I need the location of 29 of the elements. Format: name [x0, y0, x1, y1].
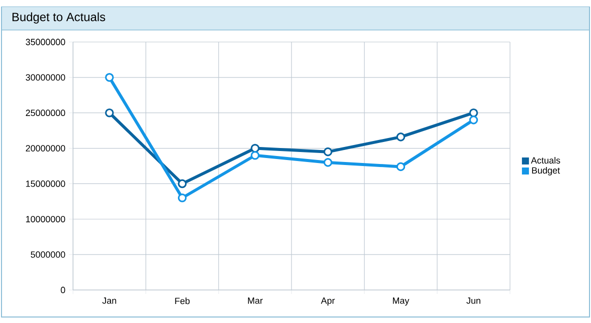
x-tick-label: Apr: [320, 298, 335, 306]
y-tick-label: 15000000: [26, 180, 66, 187]
y-tick-label: 30000000: [26, 74, 66, 81]
point: [324, 158, 332, 167]
legend-label: Actuals: [530, 156, 560, 164]
point: [250, 150, 260, 160]
point: [324, 147, 332, 156]
x-tick-label: Mar: [248, 298, 263, 304]
x-tick-label: May: [392, 298, 410, 306]
y-tick-label: 20000000: [26, 145, 66, 152]
x-tick-label: Jan: [102, 298, 116, 304]
y-tick-label: 10000000: [26, 216, 66, 222]
point: [178, 179, 187, 188]
point: [105, 108, 114, 118]
x-tick-label: Feb: [175, 298, 190, 304]
y-tick-label: 35000000: [26, 38, 66, 46]
y-tick-label: 5000000: [30, 251, 66, 258]
point: [396, 162, 406, 172]
point: [105, 73, 114, 82]
point: [178, 193, 187, 202]
point: [396, 132, 406, 142]
y-tick-label: 25000000: [26, 110, 66, 116]
chart-title: Budget to Actuals: [12, 12, 106, 24]
point: [469, 108, 478, 118]
point: [250, 144, 260, 153]
y-tick-label: 0: [60, 286, 66, 294]
x-tick-label: Jun: [466, 298, 480, 304]
point: [469, 116, 478, 124]
legend-label: Budget: [532, 166, 560, 176]
